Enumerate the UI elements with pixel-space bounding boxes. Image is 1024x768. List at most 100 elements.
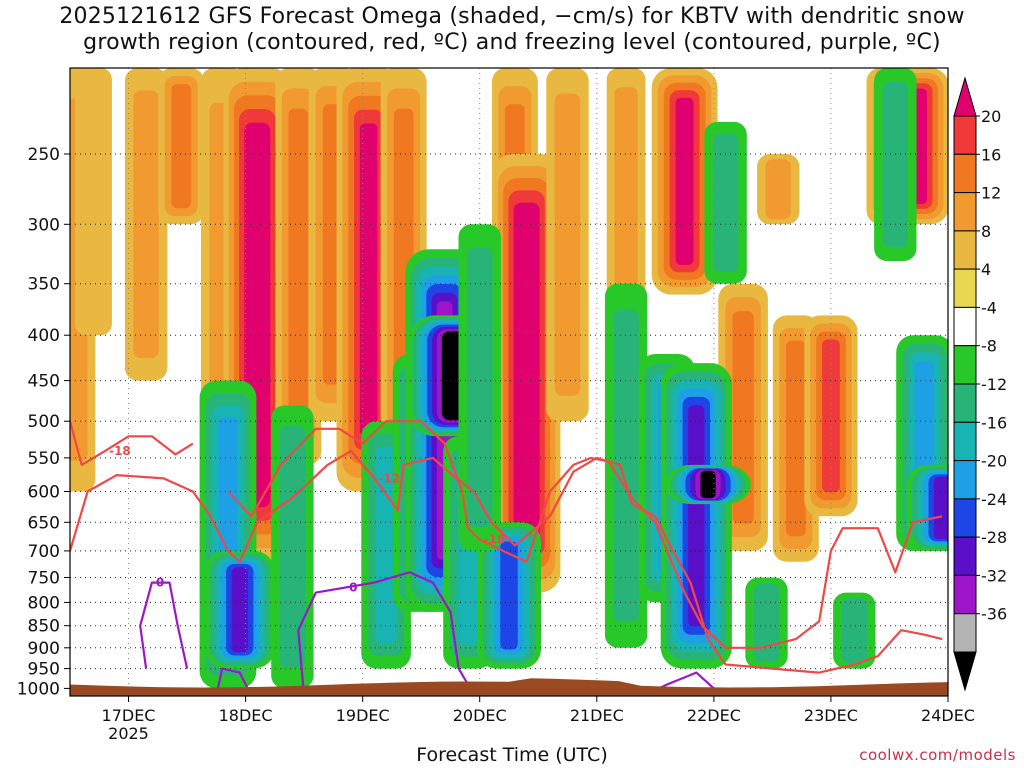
dgz-contour-label: -12: [378, 471, 400, 485]
x-tick-label: 20DEC: [453, 706, 507, 725]
colorbar-label: -36: [981, 605, 1007, 624]
colorbar-box: [953, 536, 977, 576]
contours: -18 -12 -18 0 0: [70, 420, 943, 696]
dgz-contour: [227, 420, 943, 649]
colorbar-box: [953, 115, 977, 155]
colorbar-box: [953, 345, 977, 385]
y-tick-label: 800: [28, 593, 60, 613]
x-tick-sublabel: 2025: [108, 724, 149, 743]
colorbar-box: [953, 230, 977, 270]
omega-cell: [375, 446, 397, 644]
omega-cell: [688, 405, 705, 627]
y-tick-label: 950: [28, 660, 60, 680]
colorbar-label: 8: [981, 222, 991, 241]
omega-cell: [231, 567, 248, 653]
dgz-contour-label: -18: [484, 533, 506, 547]
omega-cell: [933, 476, 948, 539]
omega-cell: [700, 470, 716, 499]
omega-cell: [613, 309, 639, 622]
omega-cell: [822, 339, 840, 493]
omega-cell: [712, 133, 739, 272]
y-tick-label: 350: [28, 275, 60, 295]
omega-shading: [70, 68, 948, 689]
x-axis-label: Forecast Time (UTC): [416, 744, 608, 766]
colorbar-label: -20: [981, 452, 1007, 471]
chart-title-line2: growth region (contoured, red, ºC) and f…: [83, 30, 941, 55]
y-tick-label: 750: [28, 569, 60, 589]
y-tick-label: 300: [28, 215, 60, 235]
terrain-fill: [70, 678, 948, 696]
x-tick-label: 18DEC: [219, 706, 273, 725]
colorbar-label: 16: [981, 145, 1001, 164]
credit-link[interactable]: coolwx.com/models: [859, 746, 1016, 764]
omega-cell: [467, 247, 493, 528]
omega-cell: [882, 81, 908, 248]
y-tick-label: 450: [28, 372, 60, 392]
omega-cell: [753, 584, 780, 662]
omega-cell: [765, 159, 791, 220]
colorbar-box: [953, 306, 977, 347]
plot-frame: [69, 67, 949, 697]
y-tick-label: 1000: [17, 679, 60, 699]
colorbar-label: -28: [981, 528, 1007, 547]
plot-border: [69, 67, 949, 697]
colorbar-min-triangle: [953, 651, 977, 692]
freezing-contour: [139, 581, 189, 669]
omega-cell: [133, 90, 159, 359]
colorbar-box: [953, 192, 977, 232]
freezing-contour-label: 0: [349, 581, 357, 595]
omega-cell: [554, 93, 581, 396]
omega-cell: [279, 425, 306, 668]
x-tick-label: 24DEC: [921, 706, 975, 725]
x-tick-label: 23DEC: [804, 706, 858, 725]
omega-cell: [171, 84, 192, 209]
colorbar-box: [953, 460, 977, 500]
freezing-contour: [297, 571, 487, 696]
x-tick-label: 19DEC: [336, 706, 390, 725]
colorbar-label: -12: [981, 375, 1007, 394]
omega-cell: [500, 541, 518, 650]
omega-cell: [359, 123, 378, 437]
colorbar-box: [953, 383, 977, 423]
y-tick-label: 400: [28, 326, 60, 346]
y-axis: 2503003504004505005506006507007508008509…: [17, 145, 70, 699]
chart-title-line1: 2025121612 GFS Forecast Omega (shaded, −…: [59, 4, 965, 29]
y-tick-label: 700: [28, 542, 60, 562]
omega-cell: [786, 340, 806, 537]
colorbar-box: [953, 268, 977, 308]
colorbar-max-triangle: [953, 76, 977, 117]
y-tick-label: 550: [28, 449, 60, 469]
omega-cell: [614, 87, 638, 316]
colorbar-label: 20: [981, 107, 1001, 126]
colorbar-label: -4: [981, 298, 997, 317]
terrain: [70, 678, 948, 696]
colorbar: 20 16 12 8 4 -4 -8 -12 -16 -20 -24 -28 -32 -36: [953, 76, 1007, 692]
omega-cell: [74, 68, 112, 336]
colorbar-box: [953, 153, 977, 194]
y-tick-label: 900: [28, 639, 60, 659]
omega-cell: [675, 97, 694, 265]
y-tick-label: 600: [28, 483, 60, 503]
colorbar-label: -8: [981, 337, 997, 356]
dgz-contour-label: -18: [109, 444, 131, 458]
colorbar-label: -24: [981, 490, 1007, 509]
y-tick-label: 500: [28, 412, 60, 432]
colorbar-box: [953, 421, 977, 462]
colorbar-label: 4: [981, 260, 991, 279]
colorbar-box: [953, 498, 977, 538]
freezing-contour-label: 0: [156, 576, 164, 590]
colorbar-label: -16: [981, 413, 1007, 432]
omega-cell: [288, 108, 309, 425]
dgz-contour: [70, 449, 943, 674]
omega-cell: [446, 333, 462, 418]
colorbar-box: [953, 574, 977, 615]
y-tick-label: 850: [28, 617, 60, 637]
freezing-contour: [215, 667, 253, 696]
colorbar-box: [953, 613, 977, 653]
colorbar-label: 12: [981, 184, 1001, 203]
y-tick-label: 250: [28, 145, 60, 165]
x-tick-label: 21DEC: [570, 706, 624, 725]
x-tick-label: 17DEC: [102, 706, 156, 725]
